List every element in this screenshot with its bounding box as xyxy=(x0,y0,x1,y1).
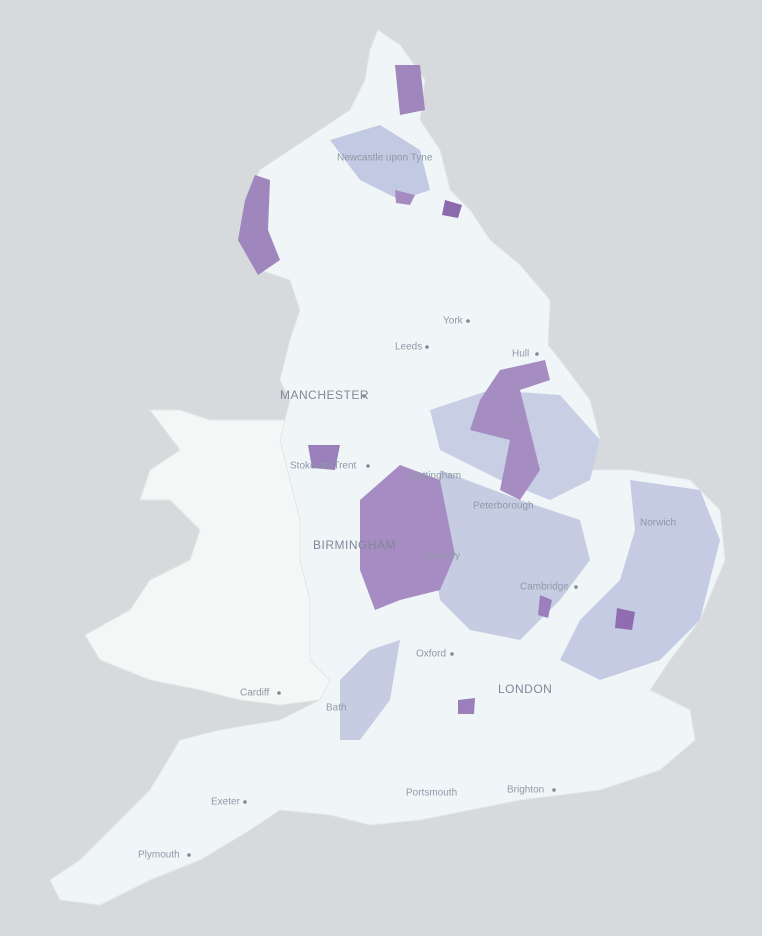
city-label: BIRMINGHAM xyxy=(313,538,396,552)
city-label: Nottingham xyxy=(410,471,461,482)
city-label: Cardiff xyxy=(240,688,269,699)
city-label: Hull xyxy=(512,349,529,360)
city-dot xyxy=(187,853,191,857)
shaded-areas xyxy=(238,65,720,740)
city-label: LONDON xyxy=(498,682,552,696)
city-labels: Newcastle upon Tyne York Leeds Hull MANC… xyxy=(138,153,676,861)
city-label: Leeds xyxy=(395,342,422,353)
city-label: Norwich xyxy=(640,518,676,529)
area xyxy=(340,640,400,740)
city-dot xyxy=(574,585,578,589)
area xyxy=(458,698,475,714)
area xyxy=(360,465,455,610)
city-dot xyxy=(466,319,470,323)
city-dot xyxy=(552,788,556,792)
city-label: Stoke-on-Trent xyxy=(290,461,357,472)
area xyxy=(442,200,462,218)
city-label: Exeter xyxy=(211,797,241,808)
city-label: Cambridge xyxy=(520,582,569,593)
area xyxy=(395,65,425,115)
city-label: York xyxy=(443,316,464,327)
area xyxy=(330,125,430,200)
area xyxy=(238,175,280,275)
area xyxy=(395,190,415,205)
area xyxy=(615,608,635,630)
city-label: Plymouth xyxy=(138,850,180,861)
city-label: Coventry xyxy=(420,551,460,562)
city-label: Bath xyxy=(326,703,347,714)
city-label: Brighton xyxy=(507,785,544,796)
city-label: Portsmouth xyxy=(406,788,457,799)
city-label: Peterborough xyxy=(473,501,534,512)
area xyxy=(470,360,550,500)
city-dot xyxy=(366,464,370,468)
city-dot xyxy=(362,394,366,398)
area xyxy=(430,470,590,640)
area xyxy=(560,480,720,680)
city-dots xyxy=(187,319,578,857)
city-label: Oxford xyxy=(416,649,446,660)
city-dot xyxy=(277,691,281,695)
city-label: Newcastle upon Tyne xyxy=(337,153,433,164)
city-dot xyxy=(425,345,429,349)
city-dot xyxy=(450,652,454,656)
city-dot xyxy=(535,352,539,356)
city-label: MANCHESTER xyxy=(280,388,369,402)
area xyxy=(538,595,552,618)
city-dot xyxy=(243,800,247,804)
england xyxy=(49,29,726,906)
area xyxy=(308,445,340,470)
